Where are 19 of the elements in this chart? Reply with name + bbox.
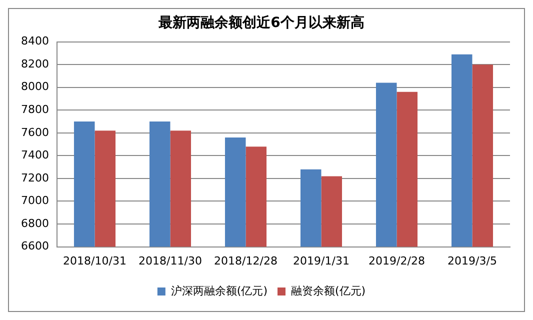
- y-tick-label: 7400: [20, 148, 49, 162]
- legend-label: 融资余额(亿元): [291, 284, 366, 298]
- y-tick-label: 7000: [20, 194, 49, 208]
- y-tick-label: 6600: [20, 240, 49, 253]
- x-tick-label: 2018/10/31: [63, 254, 126, 268]
- y-tick-label: 8400: [20, 34, 49, 48]
- y-tick-label: 7800: [20, 102, 49, 116]
- x-tick-label: 2018/12/28: [214, 254, 278, 268]
- y-tick-label: 7200: [20, 171, 49, 184]
- y-tick-label: 8000: [20, 80, 49, 94]
- y-tick-label: 6800: [20, 216, 49, 230]
- x-tick-label: 2018/11/30: [138, 254, 202, 268]
- y-tick-label: 7600: [20, 126, 49, 139]
- y-tick-label: 8200: [20, 57, 49, 70]
- chart-title: 最新两融余额创近6个月以来新高: [158, 14, 364, 32]
- x-tick-label: 2019/1/31: [293, 254, 350, 268]
- x-tick-label: 2019/3/5: [448, 254, 497, 268]
- x-tick-label: 2019/2/28: [368, 254, 425, 268]
- legend-label: 沪深两融余额(亿元): [170, 284, 268, 298]
